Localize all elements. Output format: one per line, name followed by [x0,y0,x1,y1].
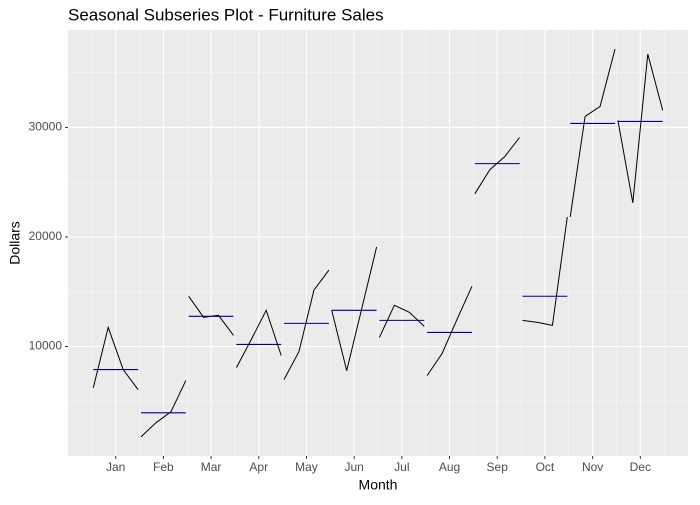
month-line [378,304,425,338]
month-line [617,53,664,203]
y-axis-label: Dollars [7,221,23,265]
x-tick-label: Nov [582,460,603,474]
x-tick-label: Oct [536,460,555,474]
y-tick-label: 30000 [29,120,63,134]
x-tick-label: Jun [344,460,363,474]
x-tick-label: Jan [106,460,125,474]
month-line [283,269,330,380]
x-tick-label: Jul [394,460,409,474]
month-line [331,246,378,371]
month-line [522,216,568,326]
month-line [569,48,616,217]
month-line [92,325,139,390]
x-axis-label: Month [359,477,398,493]
x-tick-label: May [295,460,318,474]
month-line [235,309,282,368]
x-tick-label: Sep [487,460,509,474]
x-tick-label: Apr [249,460,268,474]
month-line [426,285,473,376]
month-line [140,380,187,438]
x-tick-label: Dec [630,460,651,474]
x-tick-label: Feb [153,460,174,474]
y-tick-label: 10000 [29,339,63,353]
x-tick-label: Mar [201,460,222,474]
chart-title: Seasonal Subseries Plot - Furniture Sale… [68,5,384,24]
y-tick-label: 20000 [29,229,63,243]
x-tick-label: Aug [439,460,460,474]
